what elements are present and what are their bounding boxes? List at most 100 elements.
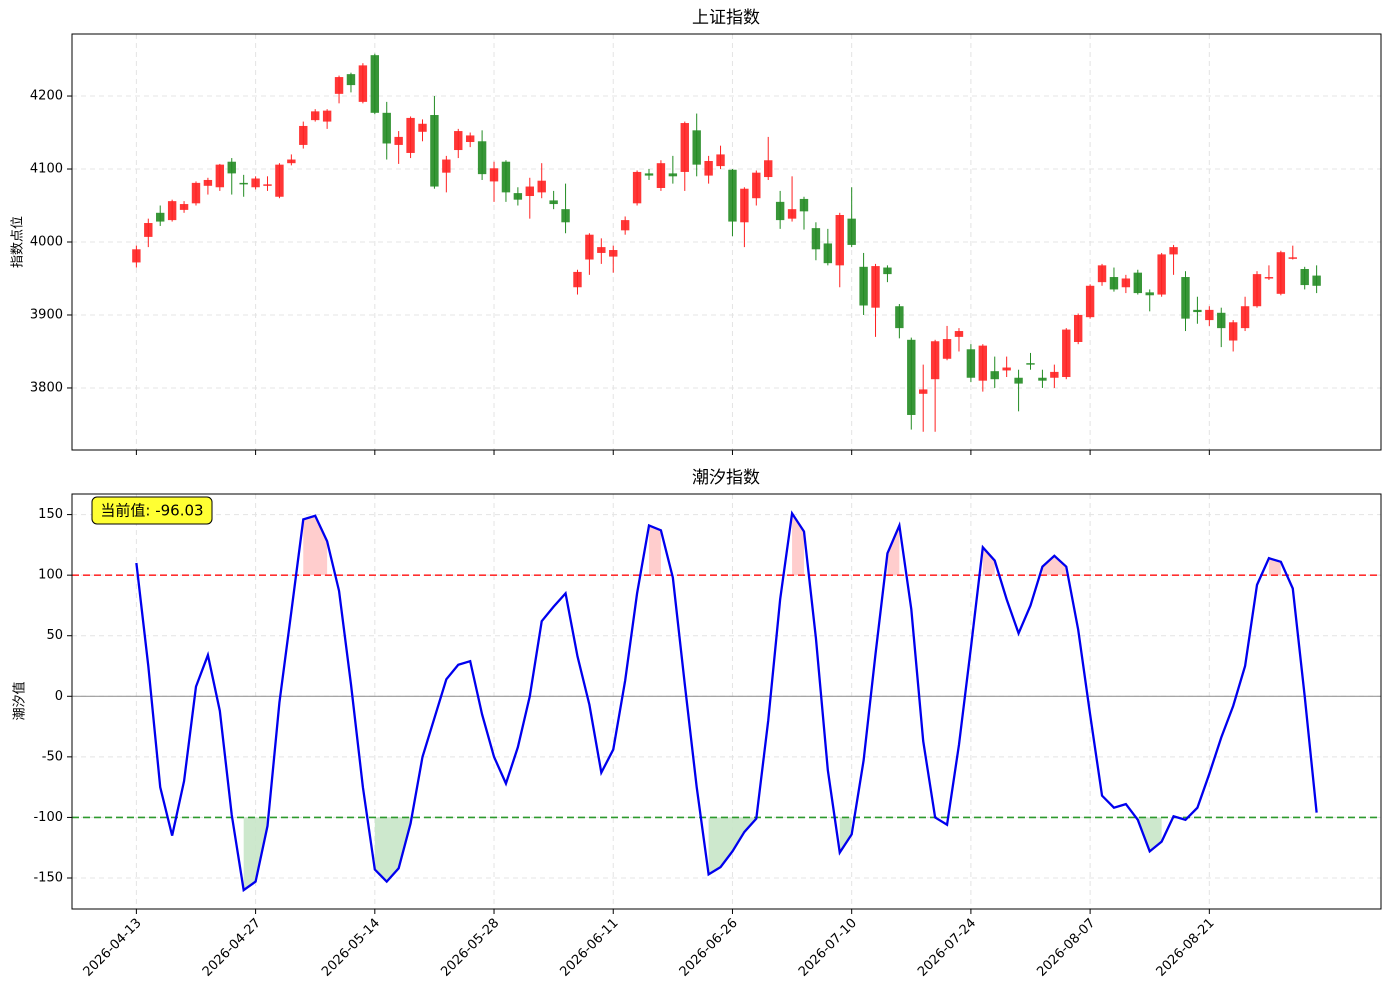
candle-body: [465, 135, 475, 143]
candle-body: [930, 341, 940, 380]
candle-body: [859, 266, 868, 306]
threshold-fill: [1042, 555, 1067, 576]
x-tick-label: 2026-04-27: [200, 916, 264, 980]
candle-body: [656, 163, 666, 188]
candle-body: [370, 55, 380, 113]
candle-body: [1062, 329, 1071, 378]
candle-body: [132, 249, 141, 263]
candle-body: [418, 123, 427, 132]
y-tick-label: 100: [38, 568, 63, 583]
candle-body: [191, 182, 201, 204]
candle-body: [299, 125, 308, 145]
candle-body: [895, 306, 904, 329]
candle-body: [1038, 377, 1047, 381]
chart-title: 潮汐指数: [692, 468, 760, 488]
y-axis-label: 潮汐值: [12, 681, 28, 720]
candle-body: [799, 198, 809, 212]
x-tick-label: 2026-07-10: [796, 916, 860, 980]
threshold-fill: [649, 525, 661, 576]
candle-body: [275, 164, 284, 197]
candle-body: [358, 65, 368, 102]
candle-body: [835, 214, 844, 266]
candle-body: [716, 154, 725, 167]
candle-body: [740, 188, 749, 223]
candle-body: [1169, 247, 1178, 255]
threshold-fill: [839, 817, 852, 853]
candle-body: [406, 117, 415, 153]
candle-body: [847, 218, 856, 245]
candle-body: [203, 179, 213, 186]
candle-body: [537, 180, 546, 193]
candle-body: [966, 349, 976, 378]
candle-body: [430, 115, 439, 187]
candle-body: [215, 164, 225, 188]
candle-body: [632, 171, 642, 204]
y-tick-label: 4100: [30, 162, 63, 177]
x-tick-label: 2026-05-28: [438, 916, 502, 980]
threshold-fill: [374, 817, 411, 882]
candle-body: [907, 339, 916, 415]
y-tick-label: -50: [42, 749, 63, 764]
candle-body: [1217, 312, 1226, 329]
candle-body: [1300, 269, 1309, 286]
candle-body: [1240, 306, 1250, 329]
candle-body: [346, 74, 356, 86]
candle-body: [775, 201, 785, 221]
candle-body: [1312, 275, 1321, 286]
candle-body: [167, 201, 177, 221]
candle-body: [1133, 272, 1142, 294]
candle-body: [978, 345, 988, 381]
candle-body: [179, 204, 189, 210]
candle-body: [728, 169, 737, 222]
candle-body: [942, 339, 952, 359]
candle-body: [1288, 257, 1297, 259]
annotation-box: [91, 496, 213, 525]
x-tick-label: 2026-08-07: [1034, 916, 1098, 980]
threshold-fill: [1137, 817, 1162, 852]
candle-body: [251, 178, 260, 188]
candle-body: [1050, 371, 1059, 378]
y-tick-label: 3800: [30, 380, 63, 395]
candle-body: [609, 250, 618, 257]
candle-body: [1085, 285, 1095, 318]
candle-body: [442, 159, 451, 173]
y-tick-label: 4200: [30, 89, 63, 104]
candle-body: [454, 131, 463, 151]
candle-body: [477, 141, 487, 175]
y-tick-label: -150: [33, 870, 63, 885]
y-tick-label: -100: [33, 810, 63, 825]
y-axis-label: 指数点位: [11, 216, 26, 268]
candle-body: [680, 123, 689, 172]
threshold-fill: [1268, 558, 1281, 576]
candle-body: [394, 136, 403, 145]
candle-body: [644, 173, 654, 176]
candle-body: [764, 160, 773, 178]
candle-body: [1205, 309, 1214, 321]
candle-body: [787, 209, 797, 219]
plot-frame: [71, 33, 1382, 451]
candle-body: [752, 172, 761, 199]
candle-body: [1073, 314, 1083, 342]
candle-body: [549, 200, 558, 205]
threshold-fill: [303, 515, 328, 576]
candle-body: [1145, 292, 1154, 296]
candle-body: [382, 112, 391, 144]
candle-body: [823, 243, 833, 264]
candle-body: [1252, 274, 1262, 307]
threshold-fill: [243, 817, 268, 891]
candle-body: [704, 160, 713, 176]
candle-body: [227, 161, 236, 174]
chart-title: 上证指数: [692, 8, 760, 28]
candle-body: [311, 111, 320, 121]
candle-body: [239, 182, 248, 185]
y-tick-label: 50: [46, 628, 63, 643]
candle-body: [1097, 265, 1107, 283]
candle-body: [1157, 254, 1166, 295]
candle-body: [489, 168, 499, 182]
candle-body: [156, 212, 165, 222]
candle-body: [883, 267, 892, 275]
y-tick-label: 150: [38, 507, 63, 522]
x-tick-label: 2026-06-26: [677, 916, 741, 980]
x-tick-label: 2026-07-24: [915, 916, 979, 980]
candle-body: [597, 247, 606, 253]
